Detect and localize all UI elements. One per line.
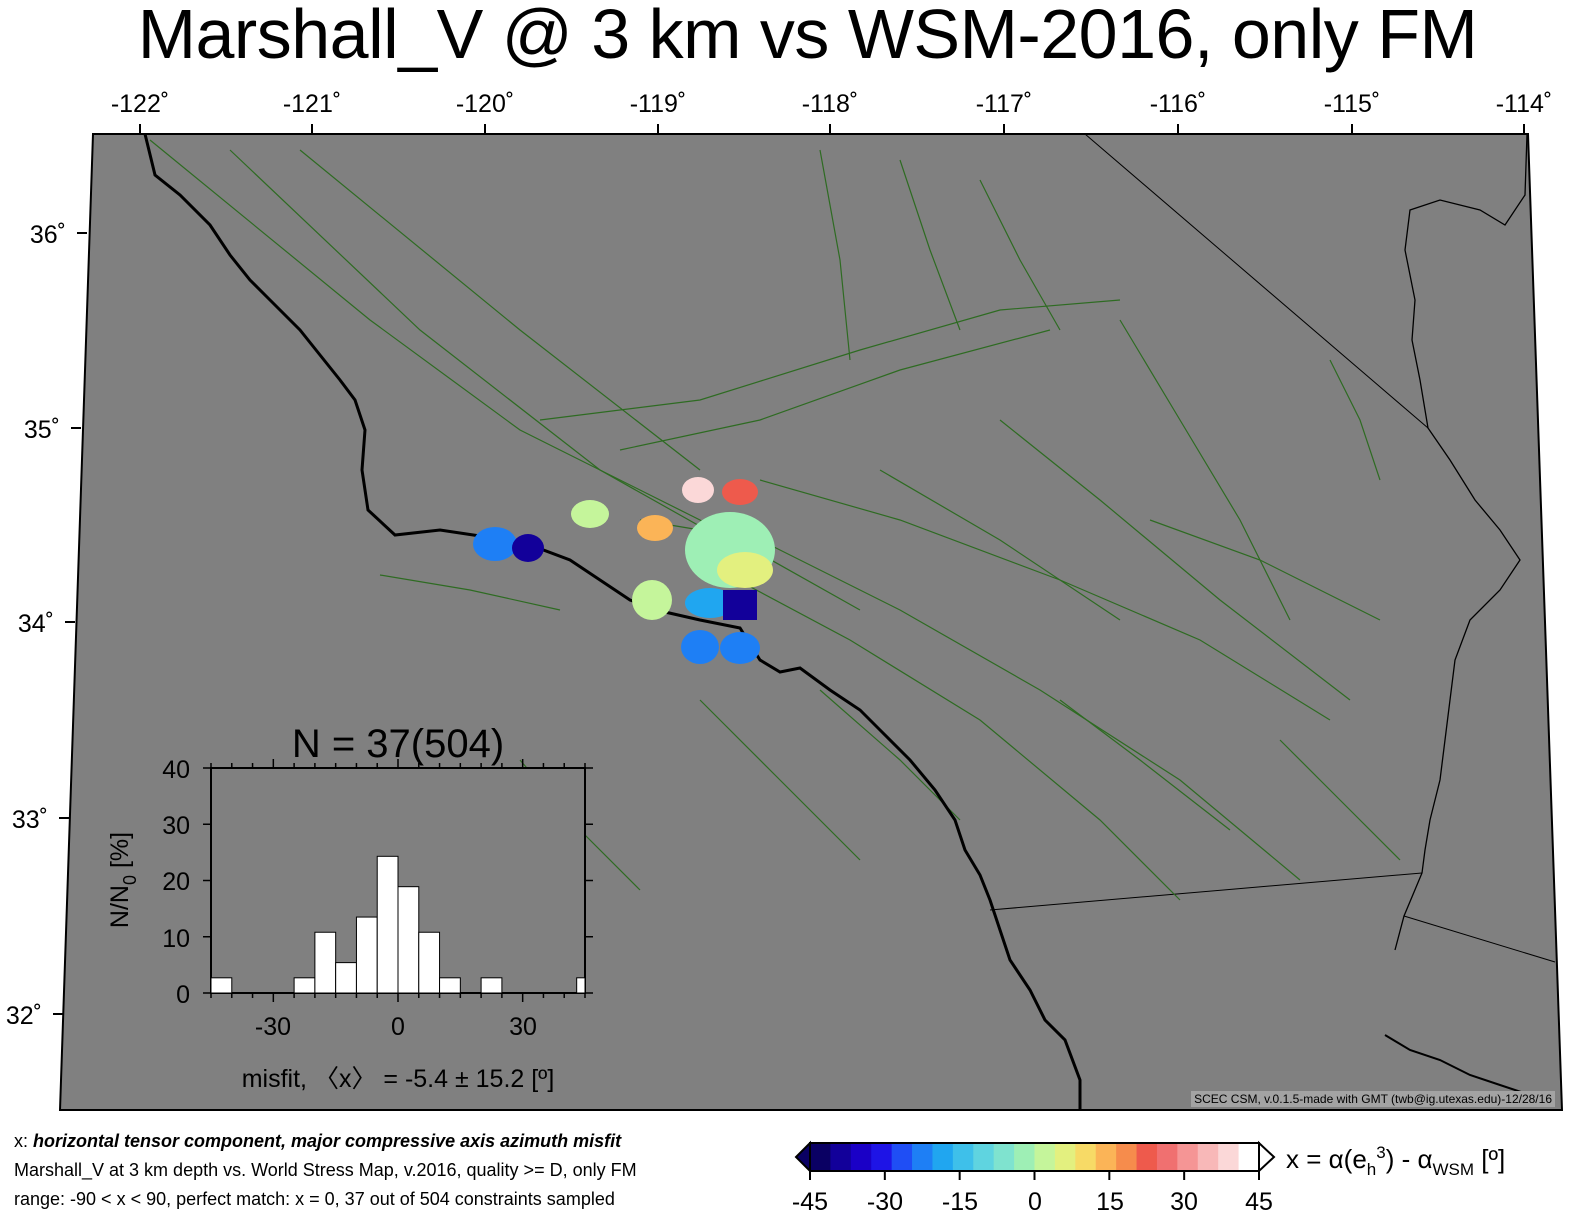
colorbar-cell (891, 1143, 913, 1171)
histogram-bar (293, 977, 316, 994)
colorbar-cell (932, 1143, 954, 1171)
misfit-histogram: N = 37(504) 40 30 20 10 0 -30 0 30 N/N0 … (106, 722, 593, 1093)
histogram-bar (314, 931, 337, 994)
lon-label: -121˚ (283, 90, 341, 118)
histogram-bars (210, 855, 586, 994)
state-boundaries (989, 133, 1556, 963)
histogram-bar (335, 962, 357, 994)
colorbar-tick-label: 15 (1096, 1188, 1124, 1216)
lat-label: 34˚ (18, 610, 54, 638)
cb-label-sup: 3 (1376, 1143, 1385, 1162)
hist-ytick-label: 20 (162, 868, 190, 896)
histogram-bar (480, 977, 503, 994)
histogram-bar (210, 977, 233, 994)
lon-label: -118˚ (802, 90, 859, 118)
ylabel-tail: [%] (106, 832, 134, 875)
colorbar-cell (1095, 1143, 1117, 1171)
colorbar-tick-label: 0 (1028, 1188, 1042, 1216)
colorbar-cell (993, 1143, 1015, 1171)
cb-label-sub1: h (1367, 1160, 1376, 1179)
colorbar-low-arrow (794, 1140, 811, 1174)
colorbar-cell (1014, 1143, 1035, 1171)
hist-xtick-label: 30 (509, 1013, 537, 1041)
colorbar-cell (1177, 1143, 1199, 1171)
colorbar-cell (912, 1143, 933, 1171)
colorbar-cell (871, 1143, 893, 1171)
hist-ytick-label: 0 (176, 981, 190, 1009)
colorbar-cell (830, 1143, 852, 1171)
colorbar-cell (1197, 1143, 1219, 1171)
latitude-labels: 36˚ 35˚ 34˚ 33˚ 32˚ (6, 221, 66, 1030)
misfit-patches (473, 477, 775, 664)
lon-label: -122˚ (111, 90, 169, 118)
eastern-border (1394, 133, 1528, 951)
colorbar-cell (1054, 1143, 1076, 1171)
hist-xtick-label: 0 (391, 1013, 405, 1041)
colorbar-label: x = α(eh3) - αWSM [º] (1286, 1143, 1505, 1179)
histogram-bar (355, 916, 378, 994)
colorbar-cell (1136, 1143, 1158, 1171)
caption-line-2: Marshall_V at 3 km depth vs. World Stres… (14, 1160, 637, 1180)
colorbar-cell (952, 1143, 974, 1171)
colorbar-tick-label: -45 (792, 1188, 828, 1216)
lon-label: -114˚ (1496, 90, 1553, 118)
histogram-ticks (203, 759, 593, 1002)
colorbar-cells (810, 1143, 1260, 1171)
cb-label-mid: ) - α (1386, 1144, 1433, 1174)
baja-coast (1384, 1034, 1531, 1096)
histogram-ylabel: N/N0 [%] (106, 832, 140, 928)
colorbar-tick-label: 30 (1170, 1188, 1198, 1216)
latitude-axis (53, 232, 87, 1015)
hist-xtick-label: -30 (255, 1013, 291, 1041)
colorbar-cell (1218, 1143, 1240, 1171)
colorbar-tick-label: -15 (942, 1188, 978, 1216)
histogram-bar (439, 977, 461, 994)
cb-label-end: [º] (1474, 1144, 1505, 1174)
colorbar-tick-label: -30 (867, 1188, 903, 1216)
colorbar-cell (1034, 1143, 1056, 1171)
colorbar-cell (1116, 1143, 1138, 1171)
caption-prefix: x: (14, 1131, 34, 1151)
cb-label-sub2: WSM (1433, 1160, 1475, 1179)
histogram-bar (576, 977, 586, 994)
colorbar-tick-label: 45 (1245, 1188, 1273, 1216)
histogram-bar (397, 886, 420, 994)
cb-label-main: x = α(e (1286, 1144, 1367, 1174)
histogram-bar (376, 855, 399, 994)
ylabel-main: N/N (106, 885, 134, 928)
colorbar-ticks (809, 1171, 1260, 1180)
credit-line: SCEC CSM, v.0.1.5-made with GMT (twb@ig.… (1191, 1091, 1555, 1107)
caption-line-3: range: -90 < x < 90, perfect match: x = … (14, 1189, 615, 1209)
histogram-xlabel: misfit, 〈x〉 = -5.4 ± 15.2 [º] (242, 1065, 555, 1093)
colorbar-cell (1075, 1143, 1097, 1171)
colorbar-cell (810, 1143, 831, 1171)
hist-ytick-label: 40 (162, 756, 190, 784)
lat-label: 33˚ (12, 806, 48, 834)
colorbar-cell (850, 1143, 872, 1171)
lon-label: -119˚ (630, 90, 687, 118)
colorbar-cell (1238, 1143, 1260, 1171)
caption-line-1: x: horizontal tensor component, major co… (14, 1131, 621, 1151)
lat-label: 35˚ (24, 416, 60, 444)
lon-label: -115˚ (1324, 90, 1381, 118)
lon-label: -117˚ (976, 90, 1033, 118)
colorbar-cell (1156, 1143, 1178, 1171)
lat-label: 32˚ (6, 1002, 42, 1030)
colorbar: -45 -30 -15 0 15 30 45 x = α(eh3) - αWSM… (792, 1140, 1505, 1216)
lon-label: -120˚ (456, 90, 514, 118)
histogram-title: N = 37(504) (292, 722, 504, 766)
colorbar-high-arrow (1258, 1140, 1276, 1174)
hist-ytick-label: 30 (162, 812, 190, 840)
lat-label: 36˚ (30, 221, 66, 249)
hist-ytick-label: 10 (162, 925, 190, 953)
caption-emphasis: horizontal tensor component, major compr… (33, 1131, 622, 1151)
map-title: Marshall_V @ 3 km vs WSM-2016, only FM (137, 0, 1478, 73)
longitude-labels: -122˚ -121˚ -120˚ -119˚ -118˚ -117˚ -116… (111, 90, 1552, 118)
longitude-axis (139, 124, 1525, 134)
lon-label: -116˚ (1150, 90, 1207, 118)
ylabel-sub: 0 (120, 875, 140, 885)
colorbar-cell (973, 1143, 995, 1171)
histogram-bar (418, 931, 441, 994)
